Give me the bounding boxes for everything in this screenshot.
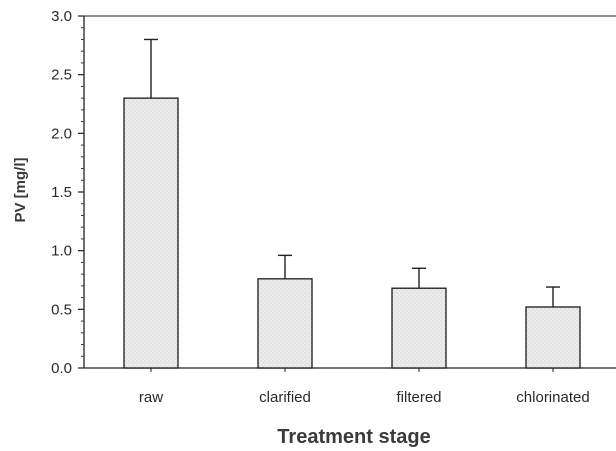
y-tick-label: 2.0 <box>51 125 72 142</box>
y-tick-label: 3.0 <box>51 8 72 25</box>
y-axis-title: PV [mg/l] <box>12 157 29 222</box>
bar-filtered <box>391 287 447 369</box>
x-tick-label: filtered <box>396 389 441 406</box>
bar-clarified <box>257 278 313 369</box>
y-tick-label: 1.5 <box>51 184 72 201</box>
x-tick-label: chlorinated <box>516 389 589 406</box>
bars <box>123 38 581 369</box>
y-tick-label: 2.5 <box>51 67 72 84</box>
y-tick-label: 0.5 <box>51 301 72 318</box>
x-axis-title: Treatment stage <box>277 426 430 448</box>
x-tick-label: raw <box>139 389 163 406</box>
bar-chlorinated <box>525 306 581 369</box>
y-tick-label: 1.0 <box>51 243 72 260</box>
bar-raw <box>123 97 179 369</box>
labels: 0.0 0.5 1.0 1.5 2.0 2.5 3.0 raw clarified filtere… <box>51 8 590 406</box>
y-tick-label: 0.0 <box>51 360 72 377</box>
x-tick-label: clarified <box>259 389 311 406</box>
